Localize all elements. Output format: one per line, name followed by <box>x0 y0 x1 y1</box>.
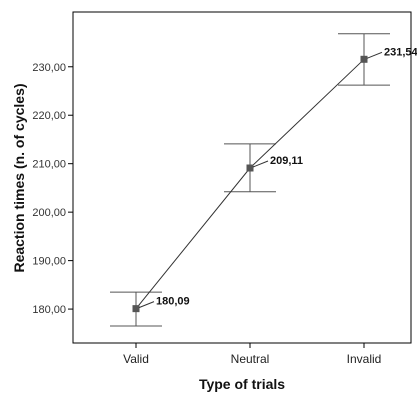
data-label-leader <box>366 51 383 59</box>
x-tick-label: Valid <box>123 352 149 366</box>
data-label-leader <box>252 160 269 168</box>
data-point-marker <box>246 164 254 172</box>
y-axis-ticks: 180,00 190,00 200,00 210,00 220,00 230,00 <box>32 62 73 316</box>
data-point-marker <box>132 305 140 313</box>
data-label-leader <box>138 301 155 309</box>
series-group: 180,09 209,11 231,54 <box>110 33 417 327</box>
data-label: 231,54 <box>384 46 417 58</box>
y-tick-label: 210,00 <box>32 159 66 171</box>
y-tick-label: 190,00 <box>32 256 66 268</box>
x-axis-ticks: Valid Neutral Invalid <box>123 343 381 366</box>
y-axis-title: Reaction times (n. of cycles) <box>11 83 27 272</box>
y-tick-label: 220,00 <box>32 110 66 122</box>
data-label: 180,09 <box>156 296 190 308</box>
y-tick-label: 180,00 <box>32 304 66 316</box>
x-tick-label: Invalid <box>347 352 382 366</box>
x-axis-title: Type of trials <box>199 376 285 392</box>
plot-frame <box>72 11 412 344</box>
data-point-marker <box>360 55 368 63</box>
data-label: 209,11 <box>270 155 303 167</box>
x-tick-label: Neutral <box>231 352 270 366</box>
y-tick-label: 230,00 <box>32 62 66 74</box>
y-tick-label: 200,00 <box>32 207 66 219</box>
